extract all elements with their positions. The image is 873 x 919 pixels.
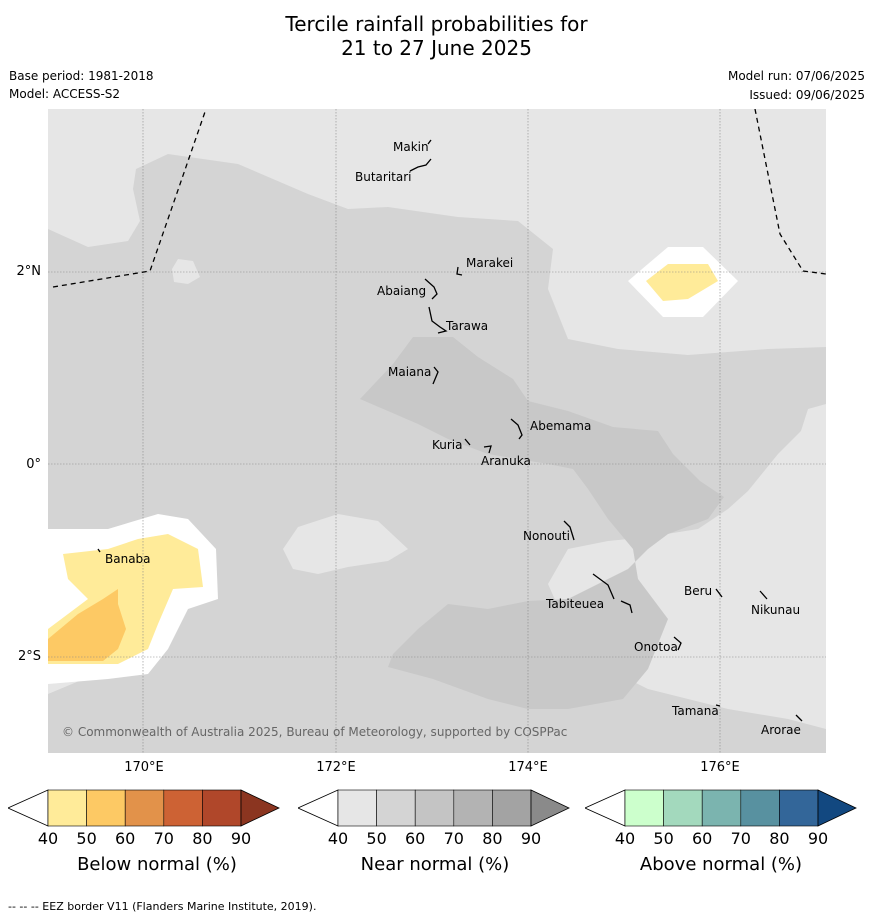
colorbar-cell xyxy=(779,789,819,827)
place-label-onotoa: Onotoa xyxy=(634,640,678,654)
colorbar-cell xyxy=(47,789,87,827)
colorbar-extend-high xyxy=(817,789,857,827)
colorbar-extend-low xyxy=(8,789,49,827)
colorbar-cell xyxy=(663,789,703,827)
colorbar-extend-low xyxy=(585,789,626,827)
near-normal-60-region xyxy=(360,337,724,709)
colorbar-tick-label: 60 xyxy=(692,829,713,848)
place-label-banaba: Banaba xyxy=(105,552,151,566)
colorbar-tick-label: 60 xyxy=(115,829,136,848)
colorbar-tick-label: 80 xyxy=(192,829,213,848)
near-normal-light-patch-3 xyxy=(800,404,826,469)
lat-label-2s: 2°S xyxy=(17,649,41,664)
base-period: Base period: 1981-2018 xyxy=(9,69,154,83)
colorbar-cell xyxy=(337,789,377,827)
eez-borders xyxy=(52,109,826,288)
colorbar-extend-high xyxy=(530,789,570,827)
colorbar-tick-label: 90 xyxy=(520,829,542,848)
place-label-tamana: Tamana xyxy=(672,704,719,718)
colorbar-cell xyxy=(124,789,165,827)
colorbar-tick-label: 70 xyxy=(443,829,464,848)
colorbar-cell xyxy=(414,789,455,827)
lat-label-0: 0° xyxy=(26,457,41,472)
lon-label-170e: 170°E xyxy=(124,760,164,775)
place-label-kuria: Kuria xyxy=(432,438,463,452)
model-run: Model run: 07/06/2025 xyxy=(727,69,865,83)
colorbar-tick-label: 50 xyxy=(76,829,97,848)
colorbar-cell xyxy=(740,789,780,827)
near-normal-light-patch-2 xyxy=(172,259,200,284)
place-label-beru: Beru xyxy=(684,584,713,598)
place-label-nikunau: Nikunau xyxy=(751,603,801,617)
colorbar-cell xyxy=(701,789,742,827)
forecast-map xyxy=(48,109,826,753)
gridlines xyxy=(48,109,826,753)
colorbar-tick-label: 40 xyxy=(614,829,636,848)
colorbar-extend-low xyxy=(298,789,339,827)
above-normal-colorbar xyxy=(585,789,857,827)
near-normal-50-region xyxy=(48,154,826,753)
island-outlines xyxy=(97,139,803,722)
colorbar-cell xyxy=(86,789,126,827)
copyright-notice: © Commonwealth of Australia 2025, Bureau… xyxy=(62,725,568,739)
model-name: Model: ACCESS-S2 xyxy=(9,87,121,101)
lat-label-2n: 2°N xyxy=(16,264,42,279)
colorbar-tick-label: 80 xyxy=(769,829,790,848)
place-label-tabiteuea: Tabiteuea xyxy=(546,597,605,611)
near-normal-light-patch xyxy=(283,514,408,574)
title-line-1: Tercile rainfall probabilities for xyxy=(285,12,588,36)
place-label-abaiang: Abaiang xyxy=(377,284,427,298)
colorbar-tick-label: 60 xyxy=(405,829,426,848)
issued-date: Issued: 09/06/2025 xyxy=(749,88,865,102)
colorbar-cell xyxy=(492,789,532,827)
colorbar-tick-label: 80 xyxy=(482,829,503,848)
above-normal-title: Above normal (%) xyxy=(639,854,803,875)
colorbar-tick-label: 90 xyxy=(807,829,829,848)
place-label-tarawa: Tarawa xyxy=(446,319,489,333)
colorbar-cell xyxy=(453,789,493,827)
colorbar-tick-label: 50 xyxy=(366,829,387,848)
colorbar-tick-label: 40 xyxy=(327,829,349,848)
colorbar-tick-label: 50 xyxy=(653,829,674,848)
near-normal-colorbar xyxy=(298,789,570,827)
place-label-nonouti: Nonouti xyxy=(523,529,570,543)
place-label-maiana: Maiana xyxy=(388,365,432,379)
colorbar-tick-label: 70 xyxy=(730,829,751,848)
place-label-makin: Makin xyxy=(393,140,429,154)
place-label-marakei: Marakei xyxy=(466,256,514,270)
colorbar-extend-high xyxy=(240,789,280,827)
colorbar-tick-label: 90 xyxy=(230,829,252,848)
colorbar-cell xyxy=(202,789,242,827)
colorbar-tick-label: 70 xyxy=(153,829,174,848)
map-title: Tercile rainfall probabilities for 21 to… xyxy=(0,12,873,60)
lon-label-172e: 172°E xyxy=(316,760,356,775)
colorbar-tick-label: 40 xyxy=(37,829,59,848)
colorbar-cell xyxy=(624,789,664,827)
below-normal-50-region-ne xyxy=(646,264,718,301)
below-normal-title: Below normal (%) xyxy=(77,854,237,875)
place-label-aranuka: Aranuka xyxy=(481,454,531,468)
colorbar-cell xyxy=(163,789,203,827)
colorbar-cell xyxy=(376,789,416,827)
below-normal-colorbar xyxy=(8,789,280,827)
eez-footnote: -- -- -- EEZ border V11 (Flanders Marine… xyxy=(8,900,317,913)
lon-label-176e: 176°E xyxy=(700,760,740,775)
near-normal-title: Near normal (%) xyxy=(360,854,510,875)
place-label-abemama: Abemama xyxy=(530,419,592,433)
place-label-butaritari: Butaritari xyxy=(355,170,412,184)
below-normal-60-region xyxy=(48,589,126,661)
place-label-arorae: Arorae xyxy=(761,723,801,737)
lon-label-174e: 174°E xyxy=(508,760,548,775)
title-line-2: 21 to 27 June 2025 xyxy=(341,36,532,60)
